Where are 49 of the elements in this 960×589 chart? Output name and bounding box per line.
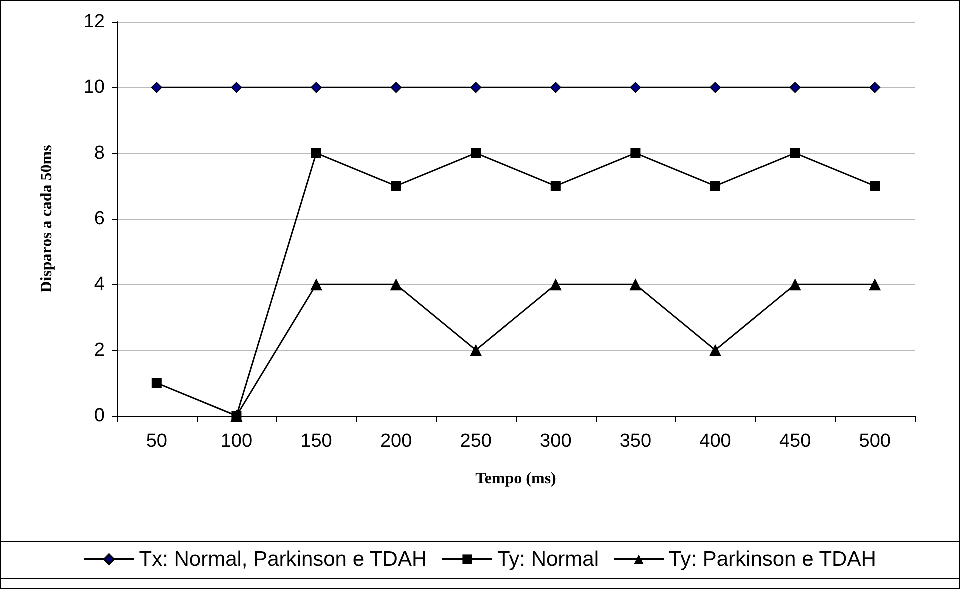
point bbox=[310, 278, 322, 291]
y-tick-label: 12 bbox=[84, 12, 105, 32]
x-axis-title: Tempo (ms) bbox=[476, 470, 556, 488]
y-tick-label: 0 bbox=[94, 406, 105, 426]
point bbox=[710, 344, 722, 356]
x-tick-label: 350 bbox=[620, 431, 652, 452]
legend-label: Tx: Normal, Parkinson e TDAH bbox=[139, 548, 428, 571]
x-tick-label: 450 bbox=[779, 431, 812, 452]
x-tick-label: 200 bbox=[380, 431, 412, 452]
point bbox=[312, 148, 322, 158]
point bbox=[231, 82, 242, 94]
y-tick-label: 4 bbox=[94, 274, 106, 296]
point bbox=[391, 181, 402, 192]
x-tick-label: 400 bbox=[700, 431, 732, 452]
x-tick-label: 50 bbox=[146, 431, 168, 452]
point bbox=[550, 82, 562, 94]
point bbox=[311, 82, 322, 94]
point bbox=[869, 278, 882, 291]
point bbox=[550, 181, 561, 192]
y-axis-title: Disparos a cada 50ms bbox=[38, 145, 56, 293]
y-tick-label: 6 bbox=[94, 208, 105, 230]
x-tick-label: 150 bbox=[300, 431, 332, 452]
point bbox=[870, 181, 880, 192]
x-tick-label: 250 bbox=[460, 431, 492, 452]
legend-label: Ty: Normal bbox=[497, 548, 600, 571]
point bbox=[152, 378, 162, 388]
x-tick-label: 300 bbox=[540, 431, 572, 452]
x-tick-label: 100 bbox=[220, 431, 253, 452]
point bbox=[790, 148, 800, 158]
point bbox=[390, 278, 402, 291]
point bbox=[470, 82, 482, 94]
point bbox=[710, 82, 721, 94]
y-tick-label: 2 bbox=[94, 340, 105, 361]
point bbox=[789, 278, 802, 291]
point bbox=[870, 82, 881, 94]
point bbox=[471, 148, 482, 158]
point bbox=[390, 82, 402, 94]
point bbox=[630, 278, 642, 291]
legend-label: Ty: Parkinson e TDAH bbox=[669, 548, 876, 571]
y-tick-label: 8 bbox=[94, 142, 105, 164]
point bbox=[630, 82, 642, 94]
point bbox=[151, 82, 162, 94]
point bbox=[710, 181, 720, 192]
x-tick-label: 500 bbox=[859, 431, 891, 452]
y-tick-label: 10 bbox=[84, 77, 105, 98]
point bbox=[790, 82, 801, 94]
point bbox=[630, 148, 641, 158]
point bbox=[470, 344, 482, 356]
point bbox=[550, 278, 562, 291]
